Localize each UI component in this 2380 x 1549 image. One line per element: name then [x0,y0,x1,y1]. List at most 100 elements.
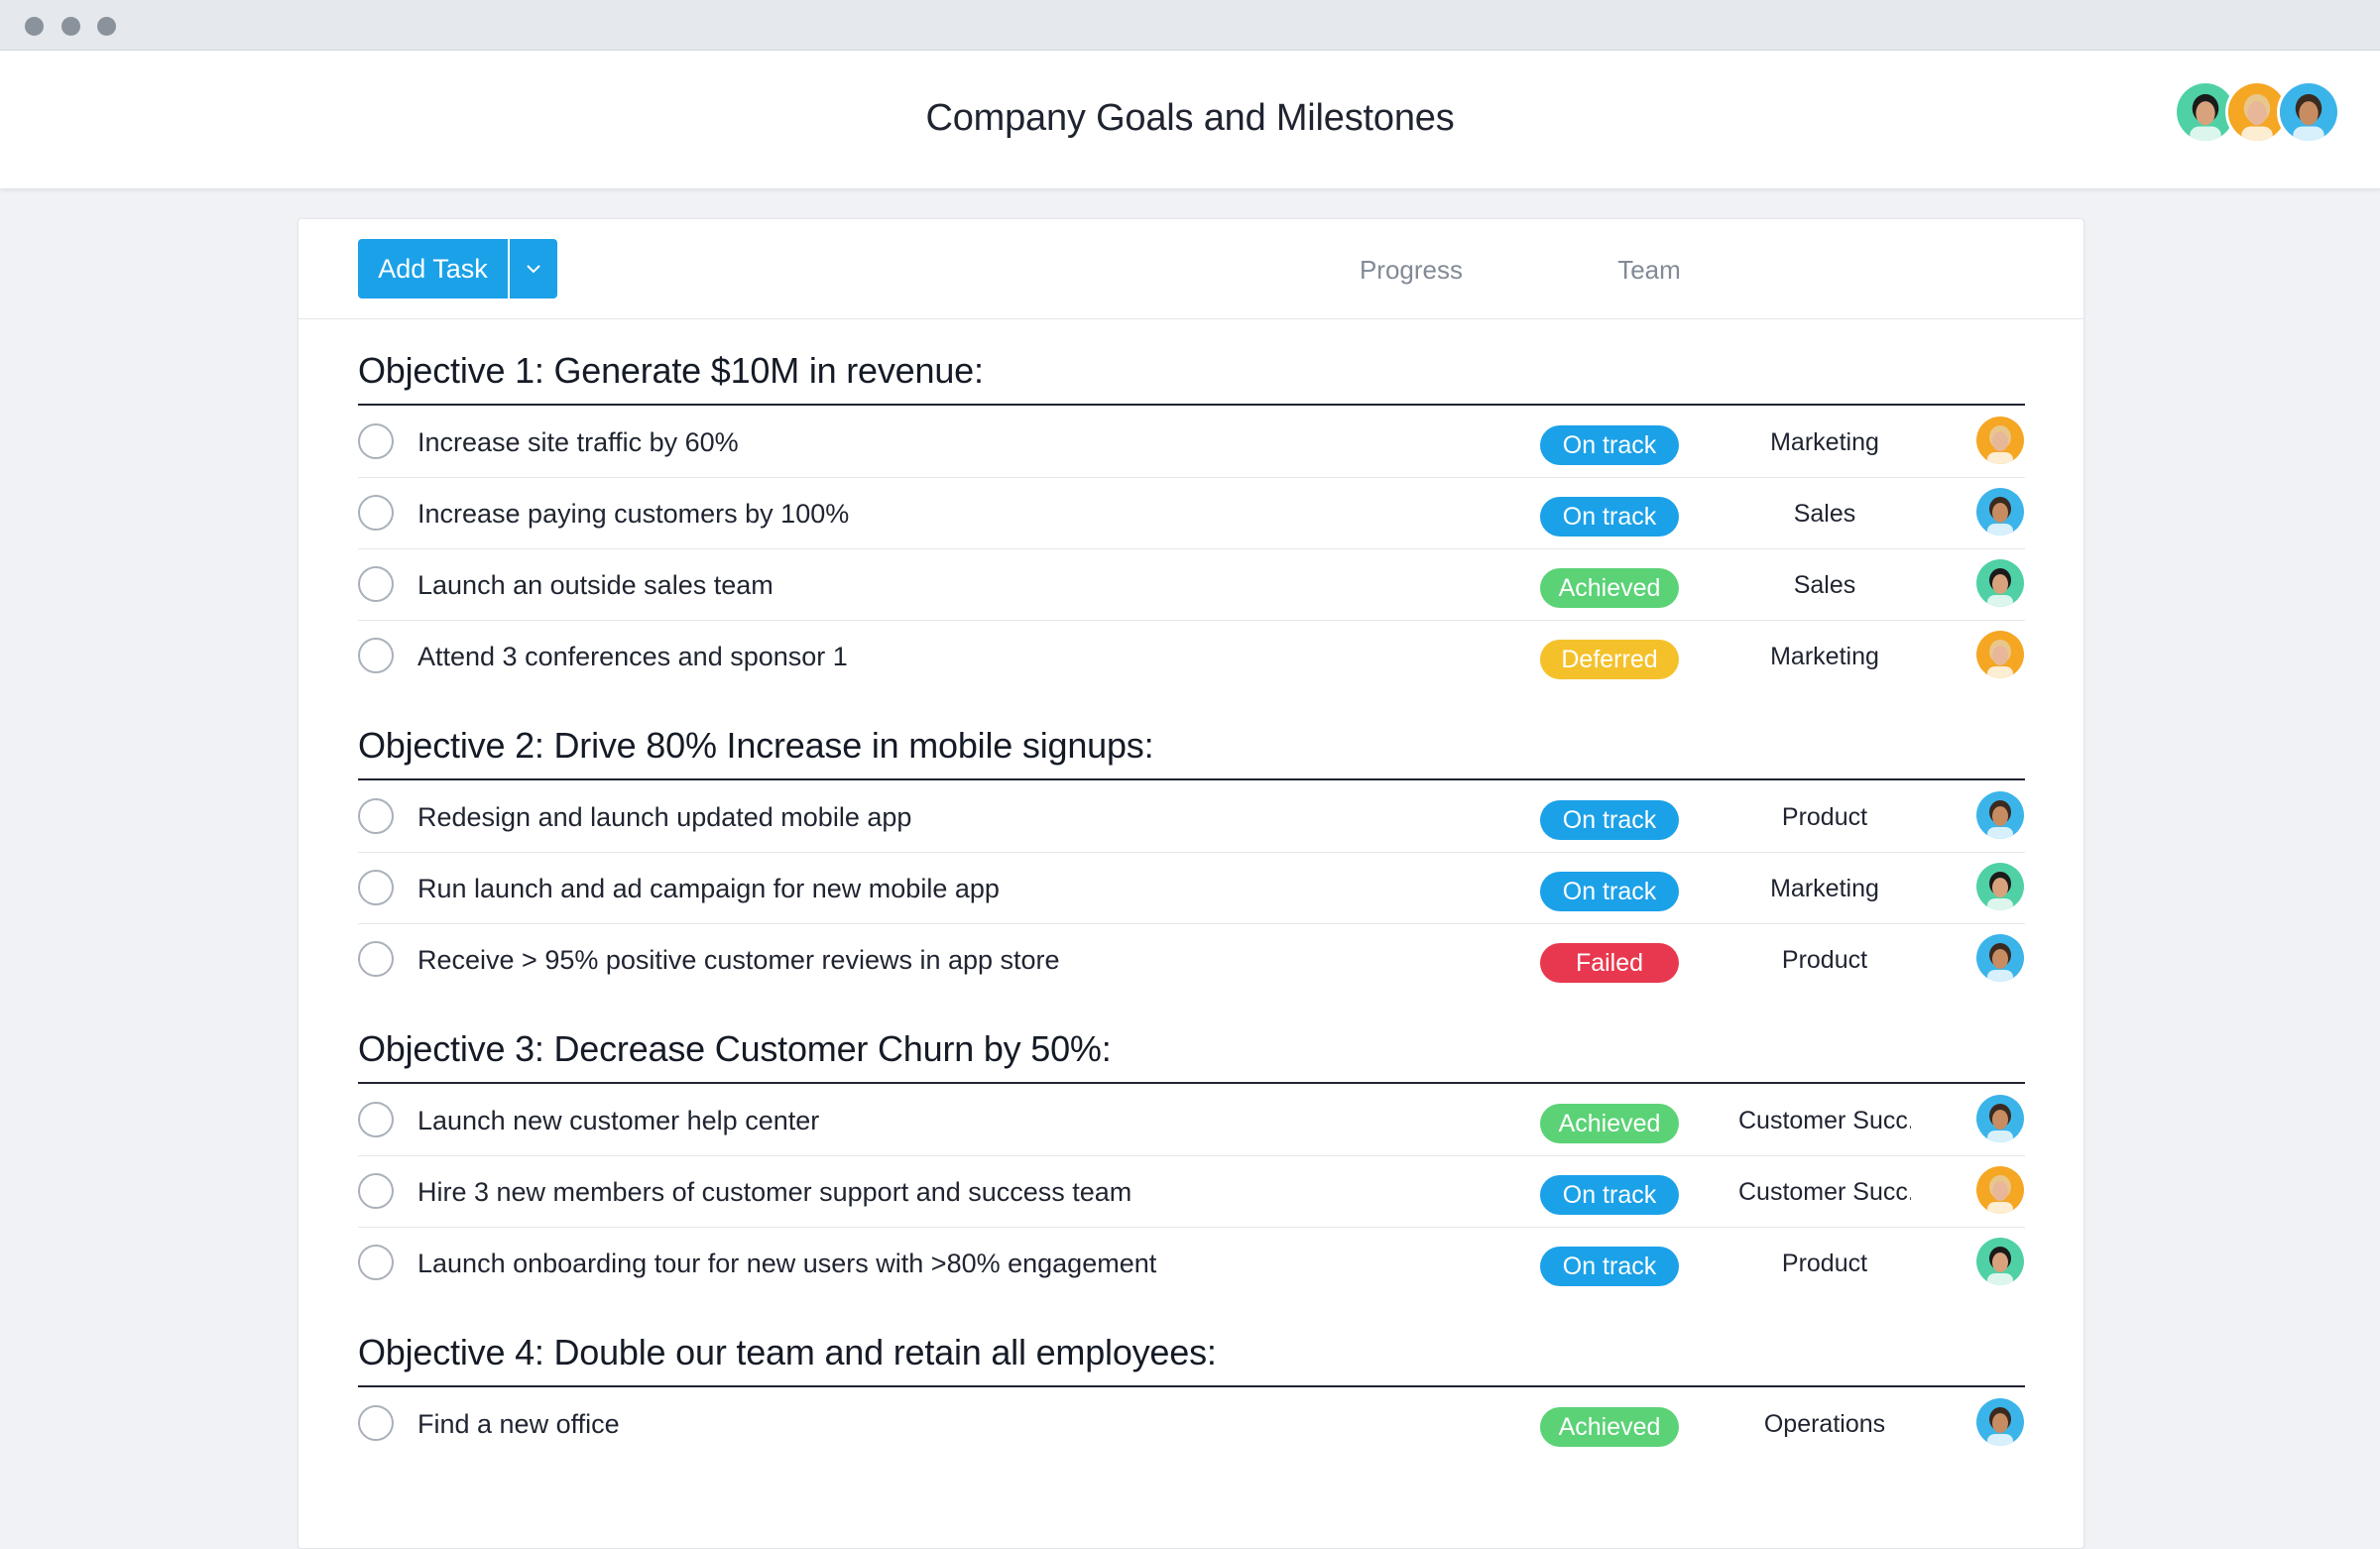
assignee-avatar[interactable] [1976,559,2024,607]
task-row[interactable]: Increase site traffic by 60% On track Mark… [358,406,2025,478]
complete-checkbox[interactable] [358,798,394,834]
task-row[interactable]: Increase paying customers by 100% On trac… [358,477,2025,549]
assignee-avatar[interactable] [1976,1166,2024,1214]
assignee-avatar[interactable] [1976,488,2024,536]
complete-checkbox[interactable] [358,870,394,905]
add-task-dropdown-button[interactable] [510,239,557,298]
team-label[interactable]: Marketing [1770,875,1879,902]
assignee-avatar[interactable] [1976,863,2024,910]
section-title[interactable]: Objective 4: Double our team and retain … [358,1332,1217,1372]
task-row[interactable]: Attend 3 conferences and sponsor 1 Deferr… [358,620,2025,691]
complete-checkbox[interactable] [358,941,394,977]
avatar-portrait [1976,488,2024,536]
project-members[interactable] [2174,80,2342,144]
assignee-avatar[interactable] [1976,1095,2024,1142]
member-avatar-teal[interactable] [2174,80,2237,144]
avatar-portrait [1976,1398,2024,1446]
member-avatar-orange[interactable] [2225,80,2289,144]
section-divider [358,404,2025,406]
avatar-portrait [1976,1166,2024,1214]
complete-checkbox[interactable] [358,423,394,459]
task-name[interactable]: Attend 3 conferences and sponsor 1 [417,642,848,671]
complete-checkbox[interactable] [358,638,394,673]
team-label[interactable]: Product [1781,946,1868,974]
progress-status-badge[interactable]: On track [1540,872,1679,911]
avatar-portrait [1976,417,2024,464]
avatar-portrait [1976,791,2024,839]
window-chrome [0,0,2380,51]
progress-column-header[interactable]: Progress [1359,255,1464,285]
assignee-avatar[interactable] [1976,1238,2024,1285]
progress-status-badge[interactable]: On track [1540,497,1679,536]
progress-status-badge[interactable]: Failed [1540,943,1679,983]
task-name[interactable]: Launch onboarding tour for new users wit… [417,1249,1157,1278]
section-divider [358,1385,2025,1387]
task-list-card: Add Task Progress Team Objective 1: Gene… [298,218,2084,1549]
task-name[interactable]: Redesign and launch updated mobile app [417,802,912,832]
task-name[interactable]: Launch new customer help center [417,1106,820,1135]
progress-status-badge[interactable]: On track [1540,425,1679,465]
section-title[interactable]: Objective 1: Generate $10M in revenue: [358,350,984,391]
task-name[interactable]: Increase paying customers by 100% [417,499,850,529]
progress-status-badge[interactable]: Achieved [1540,1407,1679,1447]
progress-status-badge[interactable]: Achieved [1540,1104,1679,1143]
complete-checkbox[interactable] [358,495,394,531]
task-name[interactable]: Increase site traffic by 60% [417,427,739,457]
page-title: Company Goals and Milestones [925,97,1455,139]
task-row[interactable]: Find a new office Achieved Operations [358,1387,2025,1459]
assignee-avatar[interactable] [1976,1398,2024,1446]
progress-status-badge[interactable]: On track [1540,1175,1679,1215]
team-label[interactable]: Operations [1763,1410,1886,1438]
task-row[interactable]: Launch onboarding tour for new users wit… [358,1227,2025,1298]
task-row[interactable]: Run launch and ad campaign for new mobil… [358,852,2025,924]
window-close-dot[interactable] [25,17,44,36]
complete-checkbox[interactable] [358,1405,394,1441]
complete-checkbox[interactable] [358,1245,394,1280]
task-row[interactable]: Launch an outside sales team Achieved Sale… [358,548,2025,621]
section-divider [358,778,2025,780]
avatar-portrait [1976,559,2024,607]
add-task-button[interactable]: Add Task [358,239,508,298]
team-label[interactable]: Marketing [1770,428,1879,456]
task-row[interactable]: Redesign and launch updated mobile app On… [358,780,2025,853]
avatar-portrait [1976,1238,2024,1285]
task-name[interactable]: Receive > 95% positive customer reviews … [417,945,1060,975]
avatar-portrait [1976,863,2024,910]
team-label[interactable]: Product [1781,803,1868,831]
assignee-avatar[interactable] [1976,631,2024,678]
complete-checkbox[interactable] [358,1102,394,1137]
member-avatar-blue[interactable] [2277,80,2340,144]
progress-status-badge[interactable]: Achieved [1540,568,1679,608]
team-label[interactable]: Sales [1793,500,1856,528]
window-minimize-dot[interactable] [61,17,80,36]
window-zoom-dot[interactable] [97,17,116,36]
team-label[interactable]: Sales [1793,571,1856,599]
task-name[interactable]: Find a new office [417,1409,620,1439]
assignee-avatar[interactable] [1976,417,2024,464]
section-title[interactable]: Objective 2: Drive 80% Increase in mobil… [358,725,1154,766]
progress-status-badge[interactable]: Deferred [1540,640,1679,679]
task-row[interactable]: Hire 3 new members of customer support a… [358,1155,2025,1228]
team-column-header[interactable]: Team [1617,255,1681,285]
assignee-avatar[interactable] [1976,934,2024,982]
team-label[interactable]: Customer Succ... [1738,1178,1911,1206]
avatar-portrait [2280,83,2337,141]
section-divider [358,1082,2025,1084]
task-row[interactable]: Launch new customer help center Achieved C… [358,1084,2025,1156]
section-title[interactable]: Objective 3: Decrease Customer Churn by … [358,1028,1112,1069]
complete-checkbox[interactable] [358,1173,394,1209]
team-label[interactable]: Customer Succ... [1738,1107,1911,1134]
team-label[interactable]: Marketing [1770,643,1879,670]
task-name[interactable]: Launch an outside sales team [417,570,774,600]
task-row[interactable]: Receive > 95% positive customer reviews … [358,923,2025,995]
task-name[interactable]: Run launch and ad campaign for new mobil… [417,874,1000,903]
chevron-down-icon [527,265,540,274]
progress-status-badge[interactable]: On track [1540,1247,1679,1286]
complete-checkbox[interactable] [358,566,394,602]
task-name[interactable]: Hire 3 new members of customer support a… [417,1177,1132,1207]
assignee-avatar[interactable] [1976,791,2024,839]
avatar-portrait [1976,1095,2024,1142]
team-label[interactable]: Product [1781,1250,1868,1277]
progress-status-badge[interactable]: On track [1540,800,1679,840]
list-toolbar: Add Task Progress Team [298,219,2083,319]
